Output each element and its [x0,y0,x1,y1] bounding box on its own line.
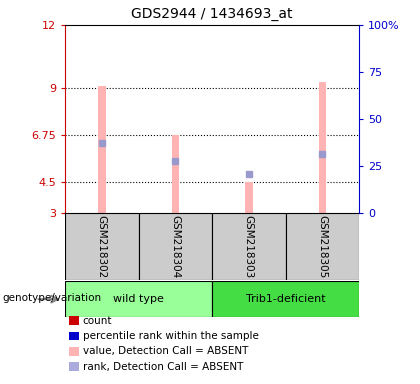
Bar [245,182,252,213]
Title: GDS2944 / 1434693_at: GDS2944 / 1434693_at [131,7,293,21]
Text: count: count [83,316,112,326]
Bar [65,281,212,317]
Bar [212,281,359,317]
Text: GSM218302: GSM218302 [97,215,107,278]
Text: rank, Detection Call = ABSENT: rank, Detection Call = ABSENT [83,362,243,372]
Bar [65,213,139,280]
Bar [319,83,326,213]
Bar [139,213,212,280]
Text: GSM218304: GSM218304 [171,215,180,278]
Text: GSM218305: GSM218305 [318,215,327,278]
Bar [172,135,179,213]
Text: value, Detection Call = ABSENT: value, Detection Call = ABSENT [83,346,248,356]
Bar [286,213,359,280]
Text: genotype/variation: genotype/variation [2,293,101,303]
Bar [212,213,286,280]
Bar [98,86,105,213]
Text: wild type: wild type [113,294,164,304]
Text: Trib1-deficient: Trib1-deficient [246,294,326,304]
Text: GSM218303: GSM218303 [244,215,254,278]
Text: percentile rank within the sample: percentile rank within the sample [83,331,259,341]
